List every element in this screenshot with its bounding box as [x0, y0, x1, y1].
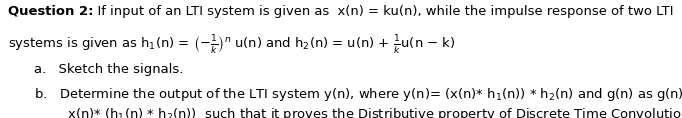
- Text: : If input of an LTI system is given as  x(n) = ku(n), while the impulse respons: : If input of an LTI system is given as …: [89, 5, 673, 18]
- Text: x(n)* (h$_1$(n) * h$_2$(n))  such that it proves the Distributive property of Di: x(n)* (h$_1$(n) * h$_2$(n)) such that it…: [34, 106, 682, 118]
- Text: Question 2:: Question 2:: [8, 5, 98, 18]
- Text: systems is given as h$_1$(n) = $\left(-\frac{1}{k}\right)^n$ u(n) and h$_2$(n) =: systems is given as h$_1$(n) = $\left(-\…: [8, 33, 455, 56]
- Text: a.   Sketch the signals.: a. Sketch the signals.: [34, 63, 183, 76]
- Text: b.   Determine the output of the LTI system y(n), where y(n)= (x(n)* h$_1$(n)) *: b. Determine the output of the LTI syste…: [34, 86, 682, 103]
